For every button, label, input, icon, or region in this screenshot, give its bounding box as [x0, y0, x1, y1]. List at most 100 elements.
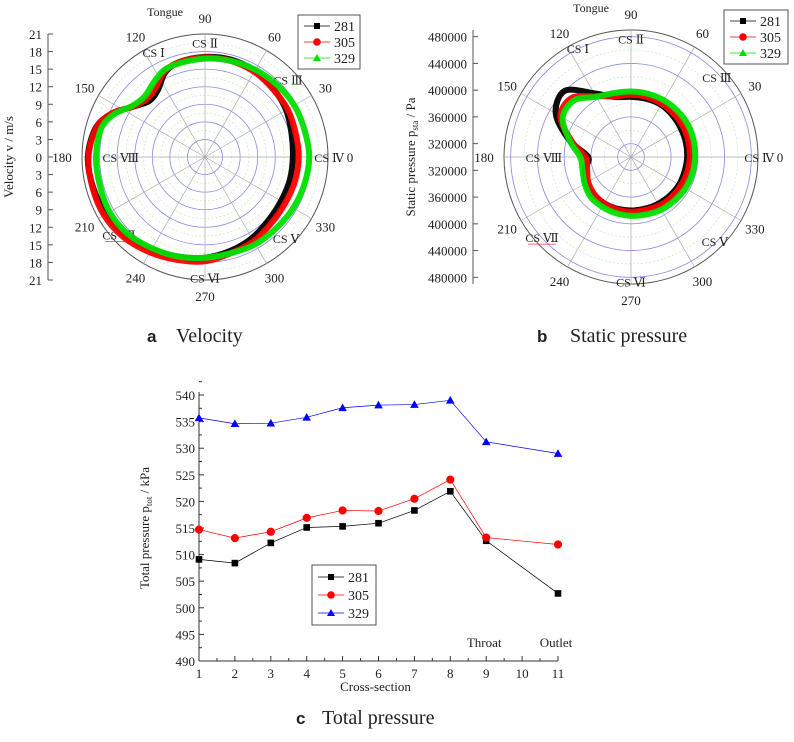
radial-tick-label: 9: [36, 97, 43, 112]
radial-tick-label: 6: [36, 115, 43, 130]
spoke-120: [143, 50, 206, 158]
angle-tick-label: 270: [195, 289, 215, 304]
radial-axis-title: Static pressure psta / Pa: [403, 97, 420, 216]
tongue-label: Tongue: [147, 5, 183, 19]
angle-tick-label: 60: [696, 26, 709, 41]
data-point-305: [446, 475, 455, 484]
caption-b-letter: b: [537, 327, 547, 346]
radial-tick-label: 15: [29, 238, 42, 253]
axis-title-subscript: tot: [144, 496, 154, 506]
angle-tick-label: 0: [347, 150, 354, 165]
x-tick-label: 4: [303, 666, 310, 681]
cross-section-label: CS Ⅷ: [526, 151, 563, 165]
x-axis-title: Cross-section: [340, 679, 411, 694]
legend-label-329: 329: [348, 607, 369, 622]
spoke-210: [98, 156, 206, 219]
caption-c-text: Total pressure: [322, 707, 435, 729]
x-tick-label: 2: [232, 666, 239, 681]
legend-label-281: 281: [348, 571, 369, 586]
cross-section-label: CS Ⅰ: [567, 42, 590, 56]
series-curve-305: [557, 91, 693, 215]
y-axis-title: Total pressure ptot / kPa: [137, 467, 154, 589]
angle-tick-label: 330: [745, 222, 765, 237]
data-point-281: [554, 590, 562, 597]
legend-marker-281: [740, 18, 746, 24]
angle-tick-label: 240: [126, 270, 146, 285]
cross-section-label: CS Ⅴ: [702, 235, 729, 249]
annotation-throat: Throat: [467, 635, 502, 650]
angle-tick-label: 180: [474, 150, 494, 165]
radial-tick-label: 21: [29, 273, 42, 288]
cross-section-label: CS Ⅵ: [190, 272, 220, 286]
cross-section-label: CS Ⅲ: [702, 71, 731, 85]
x-tick-label: 8: [447, 666, 454, 681]
spoke-240: [567, 156, 632, 268]
series-line-329: [198, 399, 559, 454]
data-point-305: [410, 494, 419, 503]
data-point-281: [267, 539, 275, 547]
cross-section-label: CS Ⅴ: [273, 232, 300, 246]
radial-tick-label: 480000: [428, 30, 467, 45]
data-point-281: [375, 519, 382, 527]
data-point-329: [446, 396, 455, 404]
radial-tick-label: 15: [29, 62, 42, 77]
legend-marker-329: [739, 49, 747, 56]
legend-marker-305: [739, 33, 747, 41]
y-tick-label: 540: [176, 388, 196, 403]
y-tick-label: 530: [176, 441, 196, 456]
radial-tick-label: 12: [29, 220, 42, 235]
spoke-150: [520, 93, 632, 158]
data-point-329: [553, 449, 563, 457]
legend-label-305: 305: [760, 31, 781, 46]
cross-section-label: CS Ⅳ: [744, 151, 775, 165]
angle-tick-label: 150: [497, 79, 517, 94]
data-point-329: [230, 419, 240, 428]
data-point-305: [266, 527, 275, 536]
legend-marker-305: [313, 38, 321, 46]
data-point-329: [481, 437, 491, 446]
data-point-281: [303, 524, 310, 531]
cross-section-label: CS Ⅲ: [273, 74, 302, 88]
angle-tick-label: 330: [316, 220, 336, 235]
axis-title-unit: / Pa: [403, 97, 418, 120]
x-tick-label: 6: [375, 666, 382, 681]
y-tick-label: 490: [176, 654, 196, 669]
caption-a-text: Velocity: [176, 325, 243, 347]
radial-tick-label: 18: [29, 255, 42, 270]
static-pressure-polar-chart: 0 30 60 90 120 150 180 210 240 270 300 330 Tongue CS …: [403, 1, 789, 308]
radial-tick-label: 400000: [428, 83, 467, 98]
data-point-305: [302, 513, 311, 522]
legend-label-329: 329: [334, 52, 355, 67]
x-tick-label: 9: [483, 666, 490, 681]
data-point-329: [374, 400, 383, 409]
angle-tick-label: 210: [497, 222, 517, 237]
data-point-305: [338, 506, 347, 515]
y-tick-label: 535: [176, 415, 196, 430]
y-tick-label: 505: [176, 574, 196, 589]
axis-title-unit: / kPa: [137, 467, 152, 497]
x-tick-label: 7: [411, 666, 418, 681]
x-tick-label: 1: [196, 666, 203, 681]
data-point-305: [553, 540, 563, 549]
radial-tick-label: 440000: [428, 244, 467, 259]
caption-b-text: Static pressure: [570, 325, 687, 347]
series-line-305: [198, 479, 559, 545]
radial-tick-label: 0: [36, 150, 43, 165]
cross-section-label: CS Ⅱ: [192, 36, 218, 50]
radial-tick-label: 320000: [428, 137, 467, 152]
data-point-305: [194, 525, 204, 534]
y-tick-label: 515: [176, 521, 196, 536]
series-line-281: [198, 490, 559, 594]
cross-section-label: CS Ⅶ: [525, 231, 558, 245]
radial-tick-label: 400000: [428, 217, 467, 232]
series-curve-329: [559, 88, 699, 219]
angle-tick-label: 120: [126, 30, 146, 45]
legend-label-281: 281: [760, 15, 781, 30]
data-point-329: [410, 400, 419, 408]
radial-tick-label: 360000: [428, 190, 467, 205]
x-tick-label: 5: [339, 666, 346, 681]
y-tick-label: 510: [176, 548, 196, 563]
data-point-281: [195, 556, 203, 563]
radial-tick-label: 440000: [428, 56, 467, 71]
cross-section-label: CS Ⅳ: [314, 151, 345, 165]
